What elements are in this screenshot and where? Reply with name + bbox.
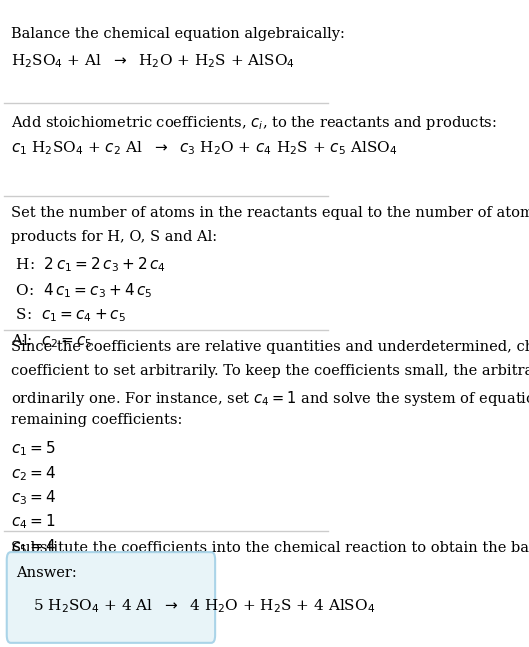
Text: Al:  $c_2 = c_5$: Al: $c_2 = c_5$ [11, 332, 92, 350]
Text: H$_2$SO$_4$ + Al  $\rightarrow$  H$_2$O + H$_2$S + AlSO$_4$: H$_2$SO$_4$ + Al $\rightarrow$ H$_2$O + … [11, 52, 295, 70]
Text: Substitute the coefficients into the chemical reaction to obtain the balanced: Substitute the coefficients into the che… [11, 541, 529, 554]
Text: Since the coefficients are relative quantities and underdetermined, choose a: Since the coefficients are relative quan… [11, 340, 529, 354]
Text: H:  $2\,c_1 = 2\,c_3 + 2\,c_4$: H: $2\,c_1 = 2\,c_3 + 2\,c_4$ [11, 256, 166, 274]
Text: remaining coefficients:: remaining coefficients: [11, 413, 182, 427]
Text: $c_3 = 4$: $c_3 = 4$ [11, 488, 56, 507]
Text: Answer:: Answer: [16, 566, 77, 580]
Text: $c_4 = 1$: $c_4 = 1$ [11, 512, 55, 531]
Text: S:  $c_1 = c_4 + c_5$: S: $c_1 = c_4 + c_5$ [11, 307, 125, 324]
FancyBboxPatch shape [7, 552, 215, 643]
Text: Add stoichiometric coefficients, $c_i$, to the reactants and products:: Add stoichiometric coefficients, $c_i$, … [11, 114, 497, 132]
Text: $c_2 = 4$: $c_2 = 4$ [11, 464, 56, 483]
Text: equation:: equation: [11, 565, 81, 579]
Text: O:  $4\,c_1 = c_3 + 4\,c_5$: O: $4\,c_1 = c_3 + 4\,c_5$ [11, 281, 152, 300]
Text: 5 H$_2$SO$_4$ + 4 Al  $\rightarrow$  4 H$_2$O + H$_2$S + 4 AlSO$_4$: 5 H$_2$SO$_4$ + 4 Al $\rightarrow$ 4 H$_… [33, 598, 376, 615]
Text: Set the number of atoms in the reactants equal to the number of atoms in the: Set the number of atoms in the reactants… [11, 206, 529, 220]
Text: $c_1$ H$_2$SO$_4$ + $c_2$ Al  $\rightarrow$  $c_3$ H$_2$O + $c_4$ H$_2$S + $c_5$: $c_1$ H$_2$SO$_4$ + $c_2$ Al $\rightarro… [11, 140, 397, 157]
Text: Balance the chemical equation algebraically:: Balance the chemical equation algebraica… [11, 27, 344, 41]
Text: coefficient to set arbitrarily. To keep the coefficients small, the arbitrary va: coefficient to set arbitrarily. To keep … [11, 364, 529, 378]
Text: $c_5 = 4$: $c_5 = 4$ [11, 537, 56, 556]
Text: $c_1 = 5$: $c_1 = 5$ [11, 440, 56, 459]
Text: products for H, O, S and Al:: products for H, O, S and Al: [11, 230, 217, 245]
Text: ordinarily one. For instance, set $c_4 = 1$ and solve the system of equations fo: ordinarily one. For instance, set $c_4 =… [11, 389, 529, 408]
